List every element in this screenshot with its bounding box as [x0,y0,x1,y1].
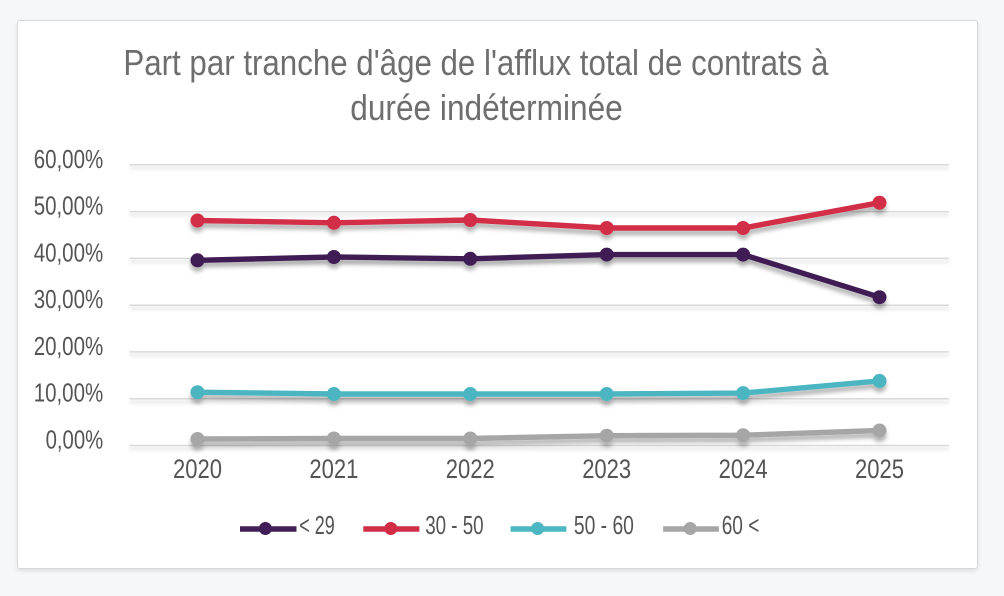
svg-text:60 <: 60 < [722,512,760,540]
svg-text:10,00%: 10,00% [34,380,104,408]
svg-text:40,00%: 40,00% [34,239,104,267]
svg-text:2023: 2023 [582,454,631,484]
svg-text:0,00%: 0,00% [46,427,104,455]
svg-text:2025: 2025 [855,454,904,484]
svg-text:2022: 2022 [446,454,495,484]
svg-text:2021: 2021 [309,454,358,484]
svg-text:50,00%: 50,00% [34,193,104,221]
svg-text:2020: 2020 [173,454,222,484]
svg-text:30,00%: 30,00% [34,286,104,314]
svg-text:50 - 60: 50 - 60 [574,512,634,540]
svg-text:30 - 50: 30 - 50 [425,512,483,540]
svg-text:2024: 2024 [719,454,768,484]
svg-text:< 29: < 29 [299,512,335,540]
svg-text:60,00%: 60,00% [34,146,104,174]
svg-text:Part par tranche d'âge de l'af: Part par tranche d'âge de l'afflux total… [123,42,829,83]
svg-text:20,00%: 20,00% [34,333,104,361]
svg-text:durée indéterminée: durée indéterminée [350,87,623,128]
